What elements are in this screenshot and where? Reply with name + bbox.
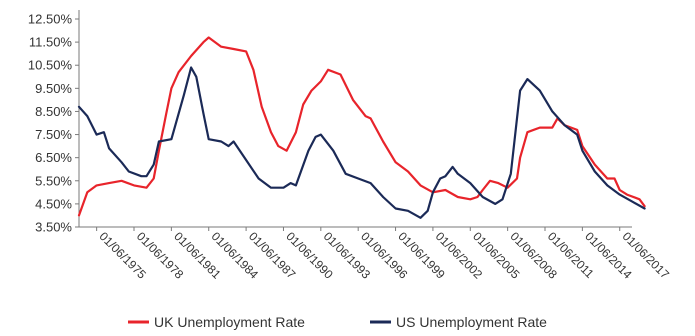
y-tick-label: 9.50% bbox=[35, 81, 72, 96]
legend-label-us: US Unemployment Rate bbox=[396, 314, 547, 330]
y-tick-label: 5.50% bbox=[35, 173, 72, 188]
axes bbox=[78, 10, 632, 228]
series-line-uk bbox=[77, 36, 646, 217]
y-tick-label: 7.50% bbox=[35, 127, 72, 142]
y-tick-label: 10.50% bbox=[28, 58, 73, 73]
legend-item-uk: UK Unemployment Rate bbox=[128, 314, 305, 330]
legend-item-us: US Unemployment Rate bbox=[370, 314, 547, 330]
x-axis-ticks: 01/06/197501/06/197801/06/198101/06/1984… bbox=[96, 227, 672, 282]
y-tick-label: 12.50% bbox=[28, 12, 73, 27]
y-axis-ticks: 12.50% 11.50% 10.50% 9.50% 8.50% 7.50% 6.50% 5.… bbox=[28, 12, 79, 235]
legend-label-uk: UK Unemployment Rate bbox=[154, 314, 305, 330]
y-tick-label: 3.50% bbox=[35, 220, 72, 235]
series-line-us bbox=[77, 66, 646, 219]
y-tick-label: 8.50% bbox=[35, 104, 72, 119]
y-tick-label: 6.50% bbox=[35, 150, 72, 165]
legend: UK Unemployment Rate US Unemployment Rat… bbox=[128, 314, 547, 330]
y-tick-label: 4.50% bbox=[35, 196, 72, 211]
y-tick-label: 11.50% bbox=[29, 35, 73, 50]
series-lines bbox=[77, 36, 646, 219]
